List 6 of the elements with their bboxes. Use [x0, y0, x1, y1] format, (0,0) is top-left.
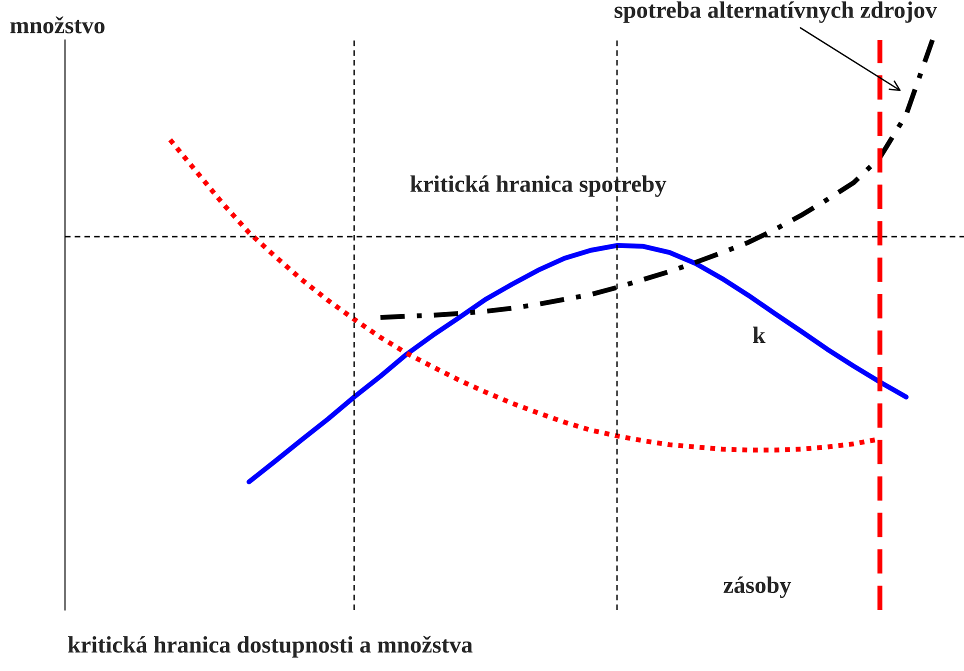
text: kritická hranica dostupnosti a množstva [68, 636, 472, 658]
y-axis-title: množstvo [10, 16, 104, 34]
x-axis-title: zásoby [724, 576, 792, 598]
series-label: spotreba alternatívnych zdrojov [614, 1, 938, 23]
annotation: k [752, 326, 766, 344]
ref-line-label: kritická hranica spotreby [410, 175, 666, 197]
